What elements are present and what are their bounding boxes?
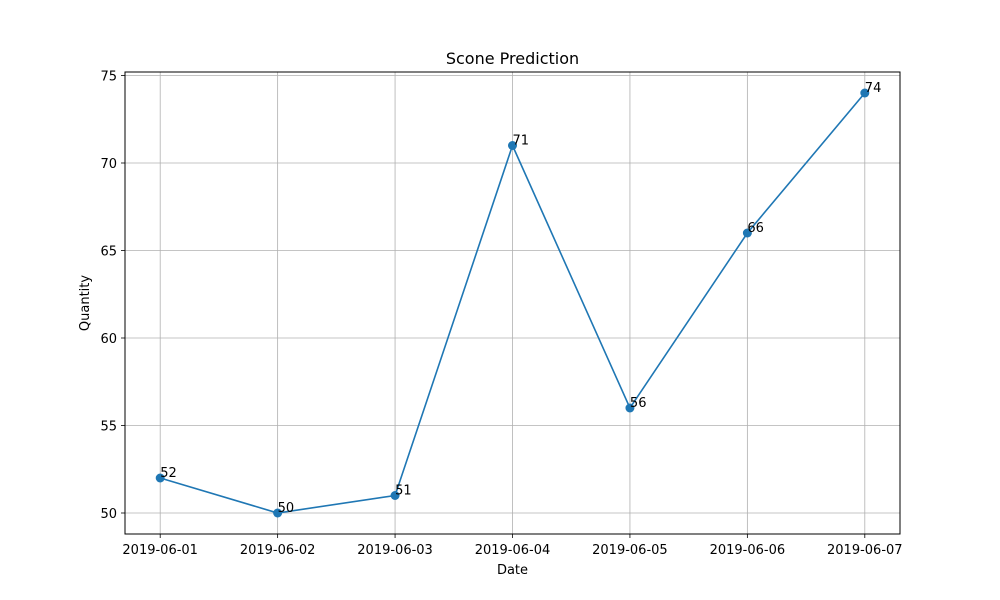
y-tick-label: 70 (100, 157, 117, 172)
x-tick-label: 2019-06-06 (710, 543, 786, 558)
y-tick-label: 55 (100, 420, 117, 435)
chart-title: Scone Prediction (446, 49, 579, 68)
y-tick-label: 65 (100, 245, 117, 260)
x-tick-label: 2019-06-04 (475, 543, 551, 558)
data-label: 74 (865, 81, 882, 96)
data-label: 51 (395, 484, 412, 499)
x-axis-label: Date (497, 563, 528, 578)
x-tick-label: 2019-06-02 (240, 543, 316, 558)
x-tick-label: 2019-06-03 (357, 543, 433, 558)
y-tick-label: 50 (100, 507, 117, 522)
data-label: 52 (160, 466, 177, 481)
data-label: 66 (747, 221, 764, 236)
y-axis-label: Quantity (78, 275, 93, 331)
x-tick-label: 2019-06-05 (592, 543, 668, 558)
y-tick-label: 60 (100, 332, 117, 347)
data-label: 71 (513, 134, 530, 149)
y-tick-label: 75 (100, 70, 117, 85)
data-label: 56 (630, 396, 647, 411)
x-tick-label: 2019-06-01 (122, 543, 198, 558)
data-label: 50 (278, 501, 295, 516)
x-tick-label: 2019-06-07 (827, 543, 903, 558)
